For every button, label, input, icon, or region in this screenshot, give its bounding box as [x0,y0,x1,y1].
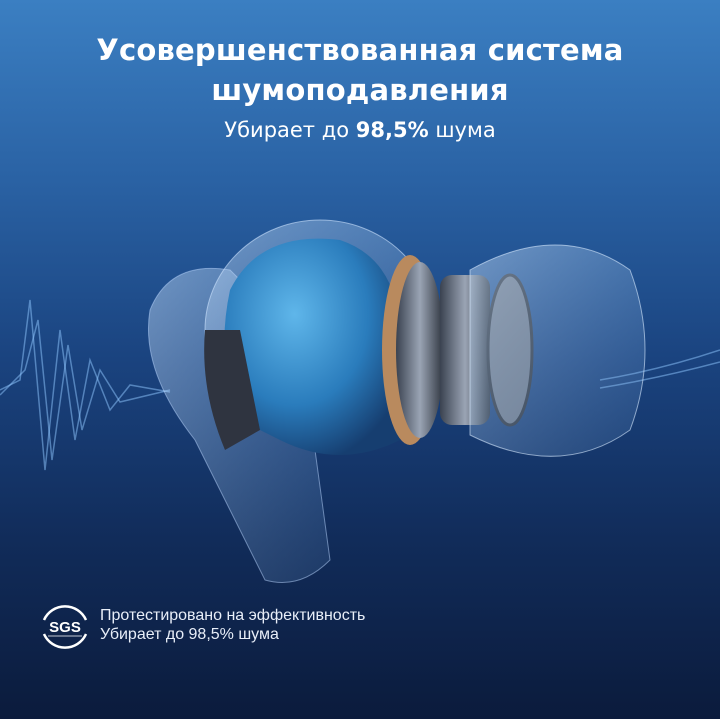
headline-line-1: Усовершенствованная система [96,33,624,67]
certification-line-1: Протестировано на эффективность [100,607,366,624]
headline: Усовершенствованная система шумоподавлен… [0,30,720,110]
earbud-illustration [0,219,720,583]
certification-line-2: Убирает до 98,5% шума [100,626,279,643]
earbud-grip [204,330,260,450]
driver-ring [396,262,444,438]
headline-line-2: шумоподавления [211,73,509,107]
earbud-inner [224,238,400,455]
subtitle: Убирает до 98,5% шума [0,118,720,142]
svg-text:SGS: SGS [49,619,81,636]
ear-tip [469,244,646,457]
subtitle-highlight: 98,5% [355,118,429,142]
certification-text: Протестировано на эффективность Убирает … [100,606,365,644]
subtitle-suffix: шума [435,118,496,142]
sgs-logo: SGS [42,605,88,649]
subtitle-prefix: Убирает до [224,118,350,142]
